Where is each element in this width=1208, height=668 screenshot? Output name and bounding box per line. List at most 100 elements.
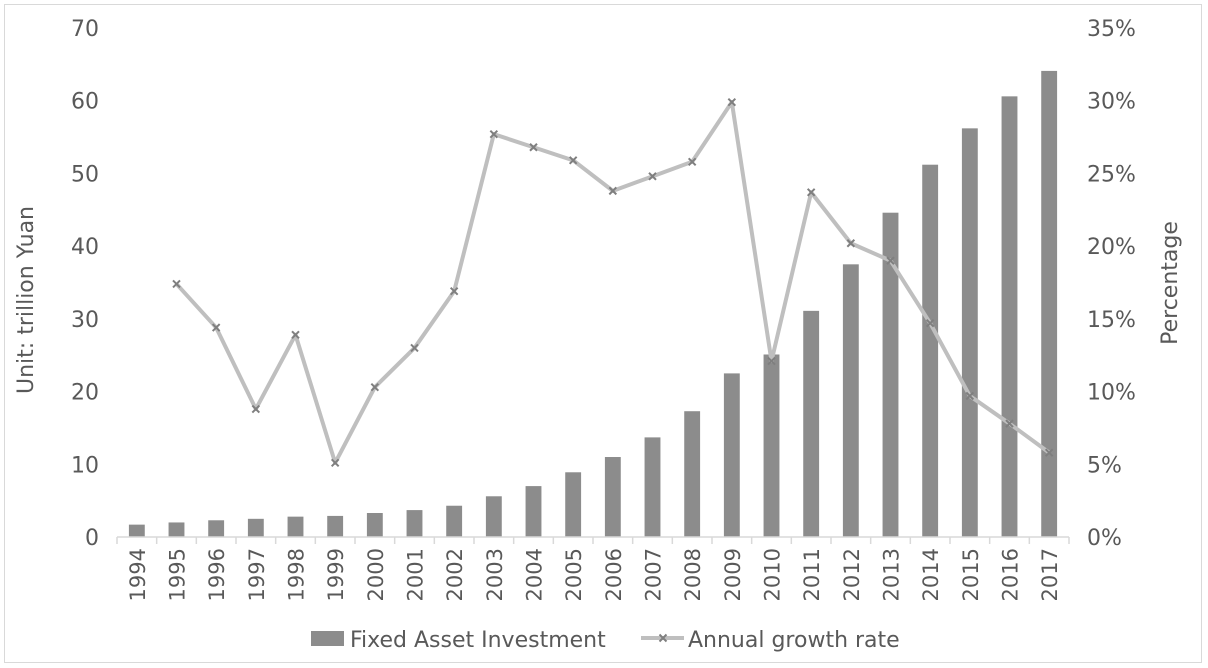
growth-rate-point bbox=[1005, 419, 1014, 428]
legend-swatch-fixed-asset-investment bbox=[311, 631, 344, 646]
y-right-tick-label: 35% bbox=[1087, 17, 1136, 42]
legend: Fixed Asset Investment Annual growth rat… bbox=[311, 628, 900, 653]
bar-series-fixed-asset-investment bbox=[128, 70, 1058, 538]
growth-rate-point bbox=[925, 319, 935, 328]
legend-label-fixed-asset-investment: Fixed Asset Investment bbox=[350, 628, 606, 653]
bar bbox=[1001, 96, 1018, 537]
bar bbox=[525, 486, 542, 537]
growth-rate-point bbox=[767, 356, 776, 366]
bar bbox=[565, 472, 582, 537]
y-right-tick-labels: 0% 5% 10% 15% 20% 25% 30% 35% bbox=[1087, 17, 1136, 551]
x-tick-label: 2002 bbox=[443, 548, 467, 601]
y-right-tick-label: 15% bbox=[1087, 308, 1136, 333]
x-tick-labels: 1994 1995 1996 1997 1998 1999 2000 2001 2002 2003… bbox=[126, 548, 1062, 601]
x-tick-label: 1998 bbox=[285, 548, 309, 601]
growth-rate-line bbox=[175, 100, 1051, 465]
x-tick-label: 2011 bbox=[800, 548, 824, 601]
y-right-tick-label: 30% bbox=[1087, 90, 1136, 115]
x-tick-label: 2010 bbox=[761, 548, 785, 601]
growth-rate-point bbox=[806, 188, 816, 197]
bar bbox=[723, 373, 740, 537]
growth-rate-point bbox=[489, 129, 499, 139]
bar bbox=[366, 513, 383, 537]
growth-rate-point bbox=[370, 383, 380, 392]
growth-rate-point bbox=[291, 330, 300, 340]
growth-rate-point bbox=[846, 239, 856, 248]
y-left-tick-label: 40 bbox=[71, 235, 99, 260]
y-left-tick-label: 60 bbox=[71, 90, 99, 115]
bar bbox=[406, 510, 423, 537]
y-right-tick-label: 0% bbox=[1087, 526, 1122, 551]
x-tick-label: 2013 bbox=[880, 548, 904, 601]
chart-border bbox=[4, 4, 1202, 663]
y-left-tick-label: 0 bbox=[85, 526, 99, 551]
x-tick-label: 2005 bbox=[562, 548, 586, 601]
x-tick-label: 2014 bbox=[919, 548, 943, 601]
bar bbox=[644, 437, 661, 537]
bar bbox=[1041, 70, 1058, 537]
x-tick-label: 2008 bbox=[681, 548, 705, 601]
growth-rate-point bbox=[568, 156, 578, 165]
bar bbox=[287, 516, 304, 537]
x-tick-label: 2001 bbox=[404, 548, 428, 601]
bar bbox=[604, 457, 621, 537]
growth-rate-point bbox=[251, 404, 261, 414]
bar bbox=[684, 411, 701, 537]
x-tick-label: 1995 bbox=[166, 548, 190, 601]
x-tick-label: 2009 bbox=[721, 548, 745, 601]
growth-rate-point bbox=[687, 157, 697, 167]
bar bbox=[327, 515, 344, 537]
y-right-tick-label: 5% bbox=[1087, 453, 1122, 478]
growth-rate-point bbox=[172, 279, 181, 289]
bar bbox=[485, 496, 502, 537]
growth-rate-point bbox=[1044, 448, 1054, 457]
legend-label-annual-growth-rate: Annual growth rate bbox=[688, 628, 900, 653]
bar bbox=[446, 505, 463, 537]
x-tick-label: 1997 bbox=[245, 548, 269, 601]
y-right-tick-label: 25% bbox=[1087, 162, 1136, 187]
y-left-axis-label: Unit: trillion Yuan bbox=[14, 206, 39, 394]
y-left-tick-label: 30 bbox=[71, 308, 99, 333]
x-tick-label: 2015 bbox=[959, 548, 983, 601]
growth-rate-point bbox=[410, 343, 419, 353]
x-tick-label: 1994 bbox=[126, 548, 150, 601]
y-left-tick-label: 20 bbox=[71, 381, 99, 406]
growth-rate-point bbox=[211, 323, 221, 332]
bar bbox=[247, 518, 264, 537]
bar bbox=[961, 128, 978, 538]
y-right-tick-label: 20% bbox=[1087, 235, 1136, 260]
bar bbox=[842, 264, 859, 537]
bar bbox=[168, 522, 185, 537]
x-tick-label: 2007 bbox=[642, 548, 666, 601]
growth-rate-point bbox=[608, 186, 618, 196]
bar bbox=[763, 354, 780, 537]
x-tick-label: 2006 bbox=[602, 548, 626, 601]
x-tick-label: 2017 bbox=[1038, 548, 1062, 601]
x-tick-label: 1999 bbox=[324, 548, 348, 601]
y-right-tick-label: 10% bbox=[1087, 381, 1136, 406]
y-left-tick-label: 70 bbox=[71, 17, 99, 42]
bar bbox=[208, 520, 225, 537]
growth-rate-point bbox=[965, 391, 975, 401]
axes bbox=[116, 536, 1070, 544]
bar bbox=[922, 164, 939, 537]
bar bbox=[803, 310, 820, 537]
x-tick-label: 2016 bbox=[999, 548, 1023, 601]
growth-rate-point bbox=[330, 458, 340, 468]
line-series-annual-growth-rate bbox=[172, 97, 1054, 468]
growth-rate-point bbox=[886, 256, 895, 265]
growth-rate-point bbox=[529, 143, 538, 152]
x-tick-label: 2000 bbox=[364, 548, 388, 601]
y-left-tick-label: 50 bbox=[71, 162, 99, 187]
growth-rate-point bbox=[449, 287, 459, 296]
x-tick-label: 2003 bbox=[483, 548, 507, 601]
growth-rate-point bbox=[727, 97, 737, 107]
x-tick-label: 2004 bbox=[523, 548, 547, 601]
bar bbox=[128, 524, 145, 537]
y-right-axis-label: Percentage bbox=[1158, 221, 1183, 345]
growth-rate-point bbox=[648, 172, 657, 181]
bar bbox=[882, 212, 899, 538]
y-left-tick-labels: 0 10 20 30 40 50 60 70 bbox=[71, 17, 99, 551]
